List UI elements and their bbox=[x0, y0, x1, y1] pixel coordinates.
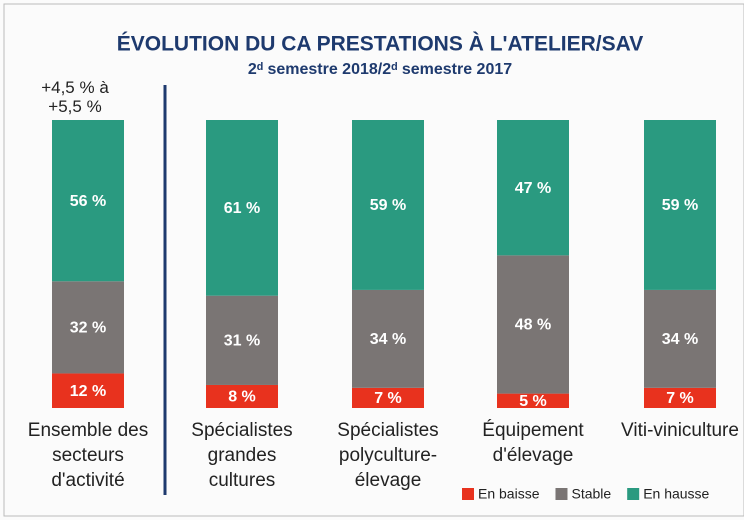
value-label: 7 % bbox=[374, 390, 402, 407]
bar-segment bbox=[352, 387, 424, 408]
bar-segment bbox=[52, 281, 124, 374]
x-tick-label: Équipement d'élevage bbox=[482, 420, 584, 466]
bar-segment bbox=[352, 120, 424, 290]
annotation: +4,5 % à +5,5 % bbox=[41, 78, 109, 116]
value-label: 59 % bbox=[370, 197, 406, 214]
value-label: 7 % bbox=[666, 390, 694, 407]
value-label: 56 % bbox=[70, 193, 106, 210]
bar-segment bbox=[497, 393, 569, 408]
chart-subtitle: 2ᵈ semestre 2018/2ᵈ semestre 2017 bbox=[248, 61, 512, 78]
bar-segment bbox=[206, 120, 278, 296]
legend-swatch bbox=[462, 488, 474, 500]
legend-label: Stable bbox=[571, 486, 611, 502]
legend-swatch bbox=[627, 488, 640, 500]
value-label: 47 % bbox=[515, 180, 551, 197]
bar-segment bbox=[497, 255, 569, 394]
legend-label: En baisse bbox=[478, 486, 540, 502]
value-label: 8 % bbox=[228, 389, 256, 406]
value-label: 12 % bbox=[70, 383, 106, 400]
value-label: 34 % bbox=[662, 331, 698, 348]
value-label: 61 % bbox=[224, 200, 260, 217]
x-tick-label: Spécialistes grandes cultures bbox=[191, 420, 293, 491]
bar-segment bbox=[644, 120, 716, 290]
value-label: 59 % bbox=[662, 197, 698, 214]
value-label: 34 % bbox=[370, 331, 406, 348]
x-tick-label: Viti-viniculture bbox=[621, 420, 739, 441]
bar-segment bbox=[206, 295, 278, 385]
bar-segment bbox=[206, 384, 278, 408]
x-tick-label: Ensemble des secteurs d'activité bbox=[27, 420, 149, 491]
bar-segment bbox=[644, 387, 716, 408]
bar-segment bbox=[352, 289, 424, 388]
legend-swatch bbox=[555, 488, 568, 500]
bar-segment bbox=[644, 289, 716, 388]
chart-title: ÉVOLUTION DU CA PRESTATIONS À L'ATELIER/… bbox=[117, 33, 644, 56]
legend-label: En hausse bbox=[643, 486, 709, 502]
bar-segment bbox=[52, 373, 124, 408]
bar-segment bbox=[497, 120, 569, 256]
x-tick-label: Spécialistes polyculture-élevage bbox=[337, 420, 439, 491]
value-label: 31 % bbox=[224, 333, 260, 350]
bar-segment bbox=[52, 120, 124, 282]
frame bbox=[3, 3, 744, 517]
value-label: 5 % bbox=[519, 393, 547, 410]
value-label: 32 % bbox=[70, 320, 106, 337]
value-label: 48 % bbox=[515, 317, 551, 334]
